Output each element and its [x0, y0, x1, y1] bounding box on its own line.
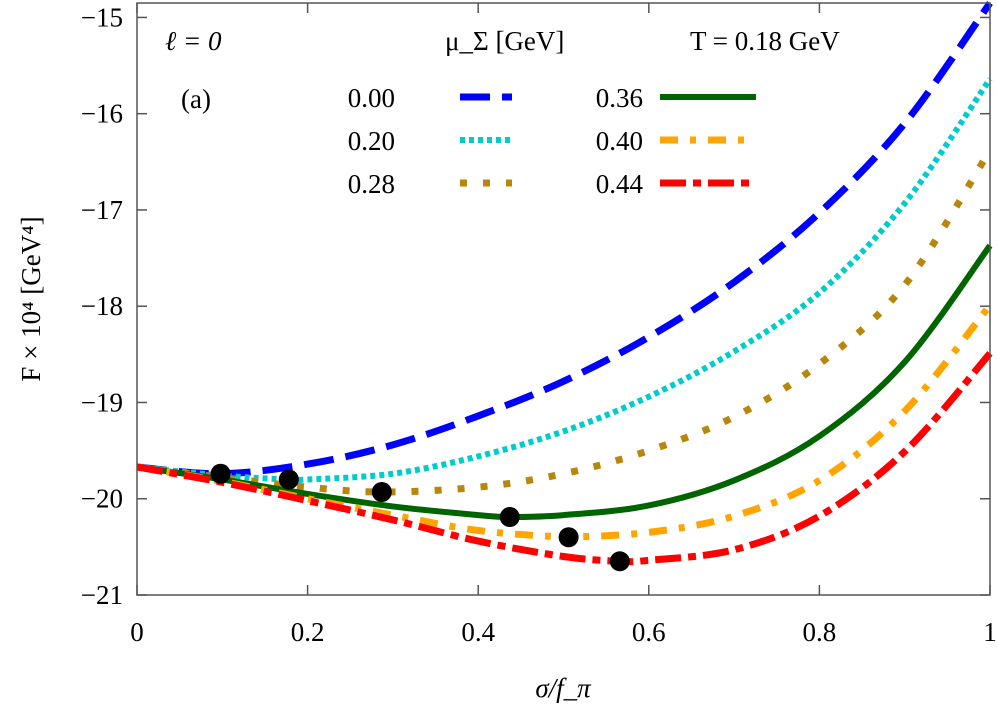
- legend-label: 0.40: [596, 126, 643, 156]
- annotation-temperature: T = 0.18 GeV: [690, 26, 840, 56]
- x-tick-label: 0: [130, 617, 144, 647]
- y-tick-label: −16: [81, 99, 123, 129]
- curves: [136, 0, 993, 566]
- minimum-point-0.20: [278, 469, 299, 490]
- y-tick-label: −21: [81, 580, 123, 610]
- y-tick-label: −17: [81, 195, 123, 225]
- x-ticks: 0 0.2 0.4 0.6 0.8 1: [130, 3, 997, 647]
- legend-label: 0.00: [348, 83, 395, 113]
- y-ticks: −21 −20 −19 −18 −17 −16 −15: [81, 2, 990, 610]
- x-tick-label: 0.6: [632, 617, 666, 647]
- annotation-panel: (a): [181, 84, 211, 114]
- legend-label: 0.20: [348, 126, 395, 156]
- series-line-0.00: [136, 0, 993, 478]
- x-tick-label: 0.4: [461, 617, 495, 647]
- y-tick-label: −19: [81, 387, 123, 417]
- x-axis-label: σ/f_π: [535, 673, 592, 703]
- minimum-point-0.28: [371, 482, 392, 503]
- legend-label: 0.28: [348, 169, 395, 199]
- series-line-0.28: [136, 148, 993, 496]
- annotation-ell: ℓ = 0: [165, 26, 222, 56]
- series-line-0.20: [136, 77, 993, 484]
- x-tick-label: 0.2: [291, 617, 325, 647]
- y-tick-label: −18: [81, 291, 123, 321]
- series-line-0.40: [136, 303, 993, 542]
- minimum-point-0.36: [499, 507, 520, 528]
- y-tick-label: −20: [81, 484, 123, 514]
- plot-frame: [136, 2, 991, 596]
- legend-title: μ_Σ [GeV]: [445, 26, 564, 56]
- x-tick-label: 1: [983, 617, 997, 647]
- minimum-point-0.44: [609, 551, 630, 572]
- minimum-point-0.40: [558, 527, 579, 548]
- legend: 0.00 0.20 0.28 0.36 0.40 0.44: [348, 83, 756, 199]
- series-line-0.36: [136, 243, 993, 521]
- minimum-points: [210, 463, 630, 572]
- x-tick-label: 0.8: [803, 617, 837, 647]
- legend-label: 0.44: [596, 169, 644, 199]
- legend-label: 0.36: [596, 83, 643, 113]
- minimum-point-0.00: [210, 463, 231, 484]
- y-axis-label: F × 10⁴ [GeV⁴]: [16, 216, 46, 381]
- y-tick-label: −15: [81, 2, 123, 32]
- series-line-0.44: [136, 351, 993, 566]
